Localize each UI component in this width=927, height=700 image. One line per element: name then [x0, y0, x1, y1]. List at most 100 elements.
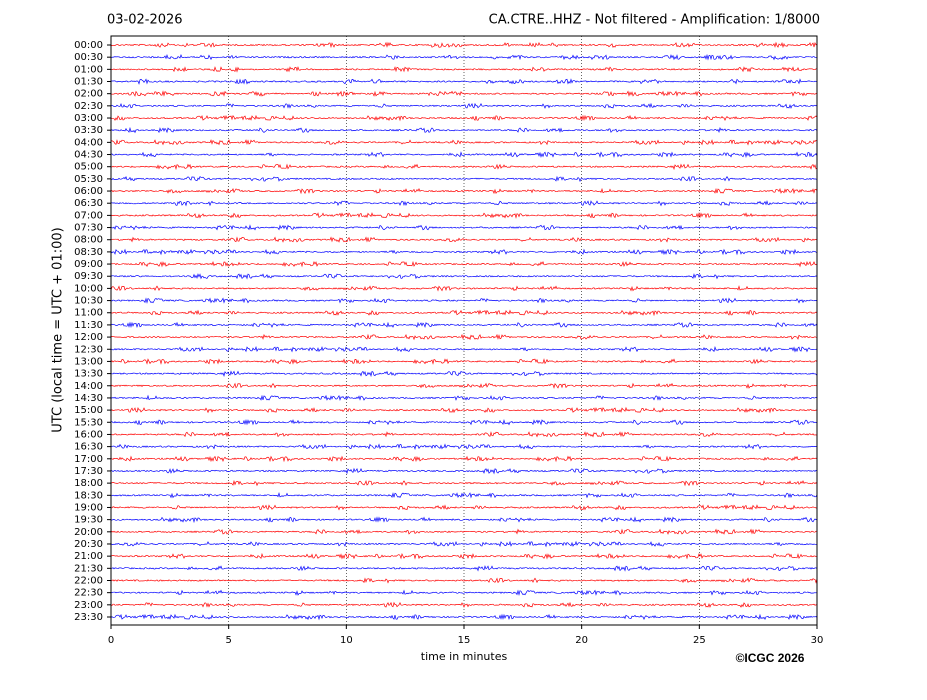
trace	[110, 601, 818, 608]
row-label: 12:30	[74, 344, 103, 355]
x-axis-label: time in minutes	[421, 650, 508, 663]
row-label: 14:00	[74, 381, 103, 392]
trace	[111, 565, 818, 572]
trace	[111, 102, 818, 109]
copyright: ©ICGC 2026	[736, 651, 805, 665]
trace	[110, 248, 818, 256]
trace	[110, 394, 818, 402]
row-label: 05:30	[74, 174, 103, 185]
trace	[110, 370, 818, 378]
row-label: 02:00	[74, 89, 103, 100]
row-label: 09:00	[74, 259, 103, 270]
row-label: 11:30	[74, 320, 103, 331]
trace	[110, 53, 817, 61]
row-label: 11:00	[74, 308, 103, 319]
row-label: 00:00	[74, 40, 103, 51]
trace	[110, 540, 818, 548]
trace	[110, 200, 818, 207]
row-label: 23:00	[74, 600, 103, 611]
trace	[110, 41, 818, 49]
trace	[110, 224, 818, 231]
trace	[110, 358, 818, 365]
x-tick-label: 30	[811, 635, 824, 646]
trace	[110, 577, 818, 584]
chart-title: CA.CTRE..HHZ - Not filtered - Amplificat…	[489, 13, 820, 28]
row-label: 22:00	[74, 575, 103, 586]
row-label: 19:30	[74, 515, 103, 526]
row-label: 16:30	[74, 442, 103, 453]
trace	[110, 382, 818, 389]
x-tick-label: 10	[340, 635, 353, 646]
row-label: 20:00	[74, 527, 103, 538]
trace	[110, 151, 818, 158]
trace	[110, 552, 817, 560]
trace	[110, 187, 818, 195]
row-label: 04:30	[74, 150, 103, 161]
y-axis-label: UTC (local time = UTC + 01:00)	[51, 227, 66, 432]
row-label: 17:00	[74, 454, 103, 465]
trace	[110, 455, 818, 463]
row-label: 16:00	[74, 429, 103, 440]
plot-frame	[110, 35, 818, 626]
trace	[110, 78, 818, 85]
trace	[110, 333, 818, 341]
row-label: 04:00	[74, 137, 103, 148]
x-tick-label: 20	[575, 635, 588, 646]
row-label: 06:00	[74, 186, 103, 197]
trace	[110, 285, 818, 292]
x-tick-label: 25	[693, 635, 706, 646]
trace	[110, 175, 818, 183]
row-label: 15:00	[74, 405, 103, 416]
trace	[110, 406, 818, 414]
trace	[110, 297, 818, 304]
row-label: 20:30	[74, 539, 103, 550]
trace	[110, 418, 818, 426]
trace	[110, 260, 818, 268]
row-label: 21:30	[74, 563, 103, 574]
trace	[110, 479, 818, 487]
trace	[110, 516, 818, 524]
row-label: 05:00	[74, 162, 103, 173]
trace	[110, 90, 818, 97]
trace	[110, 236, 818, 243]
row-label: 10:00	[74, 283, 103, 294]
trace	[110, 345, 818, 353]
row-label: 03:00	[74, 113, 103, 124]
row-label: 02:30	[74, 101, 103, 112]
trace	[110, 431, 818, 438]
x-tick-label: 5	[225, 635, 231, 646]
trace	[110, 443, 818, 450]
row-label: 13:30	[74, 369, 103, 380]
row-label: 18:30	[74, 490, 103, 501]
chart-date: 03-02-2026	[107, 13, 183, 28]
row-label: 10:30	[74, 296, 103, 307]
trace	[110, 467, 818, 475]
row-label: 07:30	[74, 223, 103, 234]
row-label: 22:30	[74, 588, 103, 599]
trace	[110, 589, 818, 596]
trace	[110, 139, 818, 146]
trace	[110, 212, 818, 219]
row-label: 19:00	[74, 502, 103, 513]
row-label: 12:00	[74, 332, 103, 343]
trace	[110, 321, 818, 329]
trace	[110, 273, 818, 280]
row-label: 01:30	[74, 77, 103, 88]
trace	[110, 126, 818, 134]
row-label: 07:00	[74, 210, 103, 221]
row-label: 08:30	[74, 247, 103, 258]
row-label: 23:30	[74, 612, 103, 623]
x-tick-label: 15	[458, 635, 471, 646]
row-label: 08:00	[74, 235, 103, 246]
trace	[110, 163, 818, 171]
row-label: 00:30	[74, 52, 103, 63]
trace	[110, 528, 818, 535]
trace	[110, 309, 818, 317]
row-label: 13:00	[74, 356, 103, 367]
trace	[110, 504, 818, 511]
row-label: 03:30	[74, 125, 103, 136]
trace	[110, 114, 818, 122]
row-label: 06:30	[74, 198, 103, 209]
